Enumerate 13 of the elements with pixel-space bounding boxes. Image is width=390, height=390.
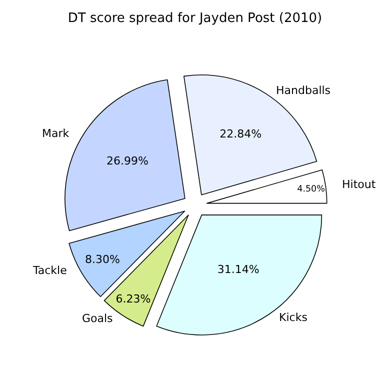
data-label: 22.84%	[220, 127, 262, 140]
slice-label: Goals	[82, 312, 114, 325]
data-label: 26.99%	[106, 154, 148, 168]
data-label: 8.30%	[85, 253, 120, 266]
chart-title: DT score spread for Jayden Post (2010)	[68, 11, 322, 26]
slice-label: Mark	[42, 127, 70, 140]
data-label: 31.14%	[217, 262, 260, 276]
data-label: 4.50%	[297, 184, 325, 194]
slice-label: Hitout	[342, 178, 376, 191]
data-label: 6.23%	[116, 292, 151, 306]
slice-label: Kicks	[279, 311, 308, 324]
slice-label: Handballs	[276, 84, 331, 97]
slice-label: Tackle	[32, 264, 68, 277]
